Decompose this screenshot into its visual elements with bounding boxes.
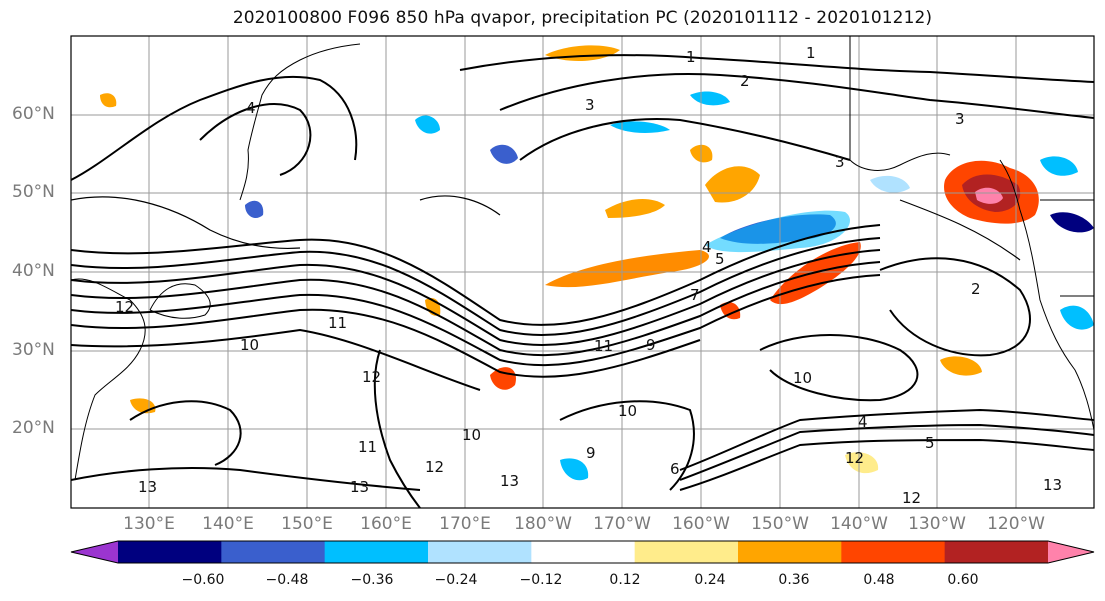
colorbar-tick: 0.36 bbox=[778, 572, 810, 588]
contour-labels: 1 1 2 3 3 3 4 4 5 7 9 10 10 10 11 11 11 … bbox=[115, 44, 1062, 507]
svg-text:12: 12 bbox=[845, 449, 864, 467]
colorbar-tick: −0.48 bbox=[265, 572, 309, 588]
colorbar-extend-min bbox=[71, 541, 118, 563]
precip-blob-peak bbox=[975, 187, 1003, 204]
svg-text:1: 1 bbox=[806, 44, 816, 62]
colorbar-swatch bbox=[428, 541, 532, 563]
qvapor-contours bbox=[71, 54, 1094, 508]
lon-label-170e: 170°E bbox=[439, 514, 491, 534]
coastlines bbox=[71, 36, 1094, 481]
svg-text:13: 13 bbox=[500, 472, 519, 490]
svg-text:12: 12 bbox=[115, 298, 134, 316]
svg-text:11: 11 bbox=[328, 314, 347, 332]
svg-text:6: 6 bbox=[670, 460, 680, 478]
lon-label-150e: 150°E bbox=[281, 514, 333, 534]
colorbar-tick: −0.60 bbox=[181, 572, 225, 588]
colorbar-extend-max bbox=[1048, 541, 1094, 563]
svg-text:1: 1 bbox=[686, 48, 696, 66]
svg-text:5: 5 bbox=[715, 250, 725, 268]
lon-label-150w: 150°W bbox=[751, 514, 809, 534]
colorbar-tick: −0.12 bbox=[519, 572, 563, 588]
colorbar-swatch bbox=[944, 541, 1049, 563]
colorbar-swatch bbox=[531, 541, 636, 563]
svg-text:10: 10 bbox=[240, 336, 259, 354]
precip-blob-negative-outer bbox=[705, 210, 850, 253]
map-title: 2020100800 F096 850 hPa qvapor, precipit… bbox=[232, 8, 933, 28]
svg-text:12: 12 bbox=[362, 368, 381, 386]
map-frame bbox=[70, 35, 1095, 509]
colorbar-swatch bbox=[324, 541, 429, 563]
svg-text:10: 10 bbox=[462, 426, 481, 444]
lat-label-60n: 60°N bbox=[12, 104, 55, 124]
svg-text:4: 4 bbox=[246, 99, 256, 117]
colorbar-tick: 0.60 bbox=[947, 572, 979, 588]
colorbar-tick: −0.24 bbox=[434, 572, 478, 588]
lon-label-140e: 140°E bbox=[202, 514, 254, 534]
qvapor-contours-thin bbox=[71, 195, 1021, 261]
lat-label-20n: 20°N bbox=[12, 418, 55, 438]
svg-text:7: 7 bbox=[690, 286, 700, 304]
precip-streak-1 bbox=[545, 250, 709, 288]
lat-label-50n: 50°N bbox=[12, 182, 55, 202]
svg-text:10: 10 bbox=[618, 402, 637, 420]
lon-label-130e: 130°E bbox=[123, 514, 175, 534]
colorbar-swatch bbox=[221, 541, 326, 563]
svg-text:2: 2 bbox=[971, 280, 981, 298]
svg-text:11: 11 bbox=[594, 337, 613, 355]
svg-text:11: 11 bbox=[358, 438, 377, 456]
svg-text:10: 10 bbox=[793, 369, 812, 387]
lon-label-160w: 160°W bbox=[672, 514, 730, 534]
svg-text:4: 4 bbox=[702, 238, 712, 256]
svg-text:3: 3 bbox=[585, 96, 595, 114]
colorbar-swatch bbox=[634, 541, 739, 563]
svg-text:13: 13 bbox=[1043, 476, 1062, 494]
colorbar-swatch bbox=[118, 541, 222, 563]
lon-label-160e: 160°E bbox=[360, 514, 412, 534]
svg-text:2: 2 bbox=[740, 72, 750, 90]
colorbar-tick: −0.36 bbox=[350, 572, 394, 588]
svg-text:9: 9 bbox=[586, 444, 596, 462]
lon-label-130w: 130°W bbox=[908, 514, 966, 534]
map-plot-area: 1 1 2 3 3 3 4 4 5 7 9 10 10 10 11 11 11 … bbox=[71, 36, 1094, 508]
svg-text:12: 12 bbox=[902, 489, 921, 507]
colorbar bbox=[70, 540, 1095, 564]
colorbar-outline bbox=[70, 540, 1095, 564]
colorbar-swatch bbox=[841, 541, 946, 563]
colorbar-tick: 0.12 bbox=[609, 572, 641, 588]
colorbar-swatch bbox=[738, 541, 842, 563]
svg-text:3: 3 bbox=[955, 110, 965, 128]
svg-text:3: 3 bbox=[835, 153, 845, 171]
svg-text:12: 12 bbox=[425, 458, 444, 476]
lon-label-180w: 180°W bbox=[514, 514, 572, 534]
colorbar-tick: 0.48 bbox=[863, 572, 895, 588]
lon-label-140w: 140°W bbox=[830, 514, 888, 534]
precip-streak-4 bbox=[605, 198, 665, 218]
svg-text:9: 9 bbox=[646, 336, 656, 354]
colorbar-tick: 0.24 bbox=[694, 572, 726, 588]
svg-text:13: 13 bbox=[350, 478, 369, 496]
lat-label-40n: 40°N bbox=[12, 261, 55, 281]
svg-text:13: 13 bbox=[138, 478, 157, 496]
lat-label-30n: 30°N bbox=[12, 340, 55, 360]
svg-text:4: 4 bbox=[858, 413, 868, 431]
lon-label-120w: 120°W bbox=[987, 514, 1045, 534]
svg-text:5: 5 bbox=[925, 434, 935, 452]
lon-label-170w: 170°W bbox=[593, 514, 651, 534]
